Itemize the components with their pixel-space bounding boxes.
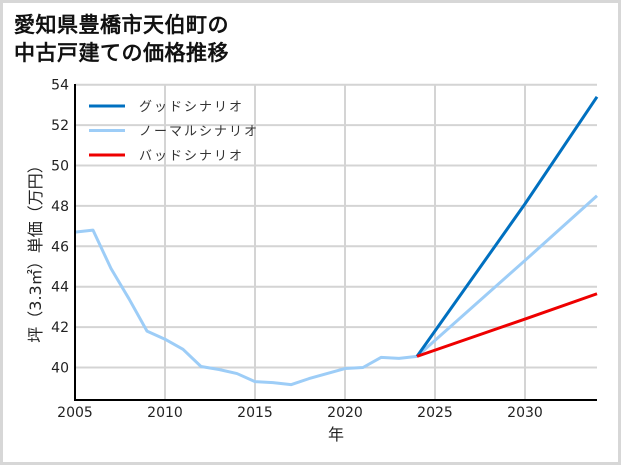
chart-title-line-1: 愛知県豊橋市天伯町の: [14, 13, 229, 37]
line-chart: 40 42 44 46 48 50 52 54 2005 2010 2015 2020 2025 203…: [26, 78, 599, 444]
y-tick-label: 44: [51, 280, 69, 296]
y-tick-label: 48: [51, 199, 69, 215]
x-axis-label: 年: [328, 425, 344, 444]
y-axis-ticks: 40 42 44 46 48 50 52 54: [51, 78, 69, 377]
y-tick-label: 46: [51, 239, 69, 255]
x-tick-label: 2030: [507, 405, 543, 421]
x-tick-label: 2010: [147, 405, 183, 421]
legend-label: ノーマルシナリオ: [139, 125, 259, 140]
series-line: [415, 95, 599, 358]
grid-lines: [75, 83, 597, 400]
series-line: [416, 292, 598, 358]
y-tick-label: 40: [51, 361, 69, 377]
legend-label: バッドシナリオ: [139, 149, 244, 164]
x-tick-label: 2020: [327, 405, 363, 421]
y-tick-label: 52: [51, 118, 69, 134]
y-tick-label: 54: [51, 78, 69, 94]
x-tick-label: 2015: [237, 405, 273, 421]
x-tick-label: 2005: [57, 405, 93, 421]
y-tick-label: 42: [51, 320, 69, 336]
data-series: [74, 95, 599, 387]
legend-label: グッドシナリオ: [139, 100, 244, 115]
x-axis-ticks: 2005 2010 2015 2020 2025 2030: [57, 405, 543, 421]
series-line: [416, 194, 599, 358]
axes: [74, 84, 597, 401]
chart-title-line-2: 中古戸建ての価格推移: [14, 41, 229, 65]
y-axis-label: 坪（3.3㎡）単価（万円）: [26, 157, 45, 342]
series-line: [74, 228, 418, 387]
x-tick-label: 2025: [417, 405, 453, 421]
y-tick-label: 50: [51, 159, 69, 175]
chart-title: 愛知県豊橋市天伯町の 中古戸建ての価格推移: [14, 11, 229, 67]
